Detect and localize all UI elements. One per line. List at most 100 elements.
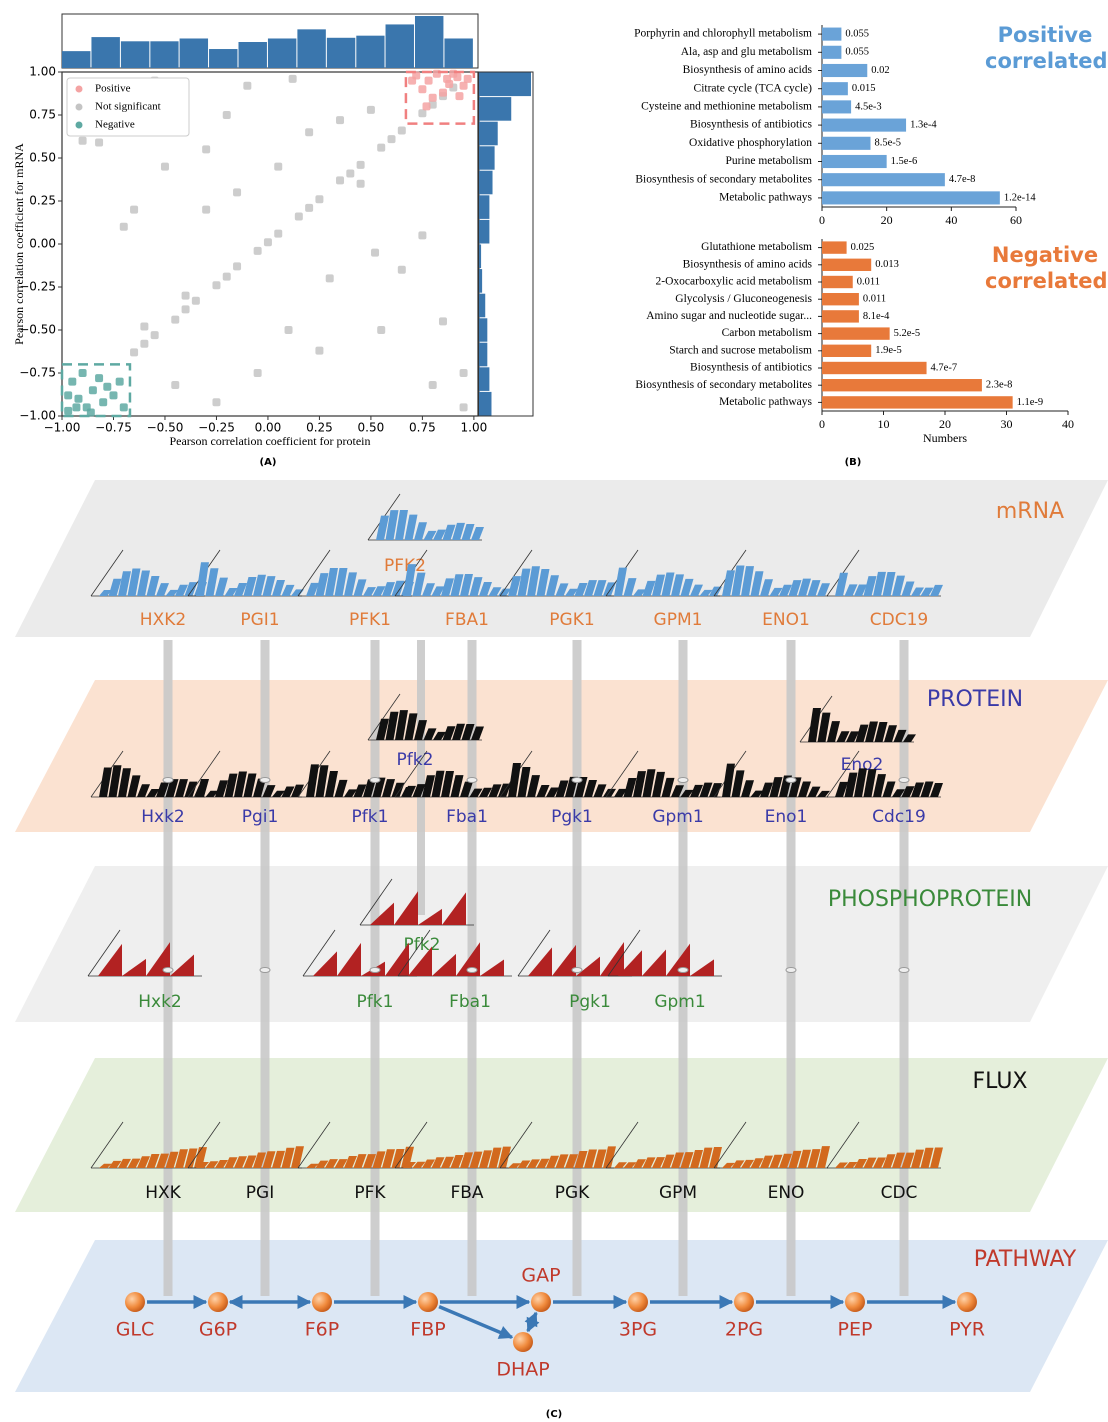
panel-label: (C) xyxy=(546,1409,562,1420)
glyph-bar xyxy=(661,777,675,797)
gene-label: PGK1 xyxy=(549,610,594,630)
point xyxy=(119,222,128,231)
pillar-end xyxy=(466,777,478,783)
bar xyxy=(822,241,847,254)
glyph-axis xyxy=(605,1121,639,1169)
glyph-bar xyxy=(224,1157,238,1168)
metabolite-node xyxy=(531,1292,551,1312)
glyph-bar xyxy=(344,1155,357,1168)
glyph-bar xyxy=(865,721,878,742)
glyph-bar xyxy=(901,786,915,797)
glyph-bar xyxy=(452,723,465,740)
point xyxy=(459,403,468,412)
x-tick-label: 0.25 xyxy=(306,421,333,435)
glyph-bar xyxy=(385,711,399,740)
gene-label: HXK xyxy=(145,1183,181,1203)
point xyxy=(288,74,297,83)
layer-plane xyxy=(15,1058,1108,1212)
category-label: Carbon metabolism xyxy=(722,327,812,339)
glyph-bar xyxy=(614,1162,627,1168)
p-value-label: 0.055 xyxy=(845,29,869,40)
glyph-bar xyxy=(555,1154,569,1168)
glyph-bar xyxy=(175,584,188,596)
p-value-label: 4.7e-8 xyxy=(949,174,976,185)
glyph-bar xyxy=(403,564,416,596)
bar xyxy=(822,379,982,392)
glyph-bar xyxy=(488,587,502,596)
glyph-bar xyxy=(508,576,521,596)
x-tick-label: −0.50 xyxy=(147,421,184,435)
glyph-bar xyxy=(623,1162,637,1168)
gene-label: Pgk1 xyxy=(569,992,611,1012)
panel-label: (B) xyxy=(845,457,862,468)
hist-bar xyxy=(479,342,488,367)
glyph-bar xyxy=(442,726,456,740)
glyph-bar xyxy=(315,1160,329,1168)
glyph-bar xyxy=(479,787,492,797)
glyph-bar xyxy=(680,789,694,797)
gene-label: Pfk2 xyxy=(397,750,434,770)
layer-label: PROTEIN xyxy=(927,687,1023,712)
legend-label: Negative xyxy=(95,119,135,131)
glyph-bar xyxy=(385,942,409,976)
glyph-axis xyxy=(826,750,860,798)
bar xyxy=(822,293,859,306)
x-axis-label: Pearson correlation coefficient for prot… xyxy=(169,434,370,448)
gene-label: FBA1 xyxy=(445,610,489,630)
glyph-bar xyxy=(911,782,924,797)
category-label: Biosynthesis of antibiotics xyxy=(690,119,813,131)
x-tick-label: 60 xyxy=(1010,213,1022,227)
pillar-end xyxy=(785,777,797,783)
point xyxy=(428,100,437,109)
point xyxy=(253,246,262,255)
glyph-bar xyxy=(873,774,886,797)
category-label: Purine metabolism xyxy=(725,155,812,167)
glyph-bar xyxy=(892,1152,905,1168)
x-tick-label: 0.00 xyxy=(255,421,282,435)
legend-marker xyxy=(75,121,83,129)
glyph-bar xyxy=(363,587,376,596)
glyph-bar xyxy=(118,1158,131,1168)
hist-bar xyxy=(479,195,490,219)
point xyxy=(356,179,365,188)
glyph-axis xyxy=(297,549,331,597)
glyph-bar xyxy=(353,784,367,797)
glyph-bar xyxy=(450,574,464,596)
glyph-bar xyxy=(469,788,483,797)
y-tick-label: −0.50 xyxy=(19,323,56,337)
hist-bar xyxy=(326,37,356,68)
pillar-end xyxy=(369,777,381,783)
glyph-bar xyxy=(930,1147,943,1168)
glyph-bar xyxy=(930,584,943,596)
hist-bar xyxy=(91,37,120,68)
glyph-bar xyxy=(382,582,395,596)
glyph-axis xyxy=(607,929,641,977)
point xyxy=(294,212,303,221)
p-value-label: 0.055 xyxy=(845,47,869,58)
gene-label: Eno1 xyxy=(765,807,808,827)
glyph-bar xyxy=(593,1149,607,1168)
glyph-bar xyxy=(892,789,905,797)
glyph-bar xyxy=(623,777,637,797)
y-tick-label: −1.00 xyxy=(19,409,56,423)
glyph-bar xyxy=(272,1150,285,1168)
point xyxy=(212,398,221,407)
pillar-end xyxy=(898,777,910,783)
glyph-bar xyxy=(769,777,783,797)
glyph-bar xyxy=(118,768,131,797)
hist-bar xyxy=(479,318,488,342)
gene-label: Pgi1 xyxy=(242,807,279,827)
p-value-label: 8.1e-4 xyxy=(863,311,890,322)
metabolite-node xyxy=(513,1332,533,1352)
glyph-bar xyxy=(253,778,266,797)
glyph-bar xyxy=(671,1152,684,1168)
layer-label: FLUX xyxy=(973,1069,1028,1094)
glyph-bar xyxy=(623,578,637,596)
glyph-bar xyxy=(414,720,427,740)
glyph-bar xyxy=(127,775,141,797)
glyph-bar xyxy=(652,1157,665,1168)
glyph-axis xyxy=(397,929,431,977)
glyph-bar xyxy=(807,580,821,596)
hist-bar xyxy=(179,38,209,68)
glyph-bar xyxy=(699,782,713,797)
